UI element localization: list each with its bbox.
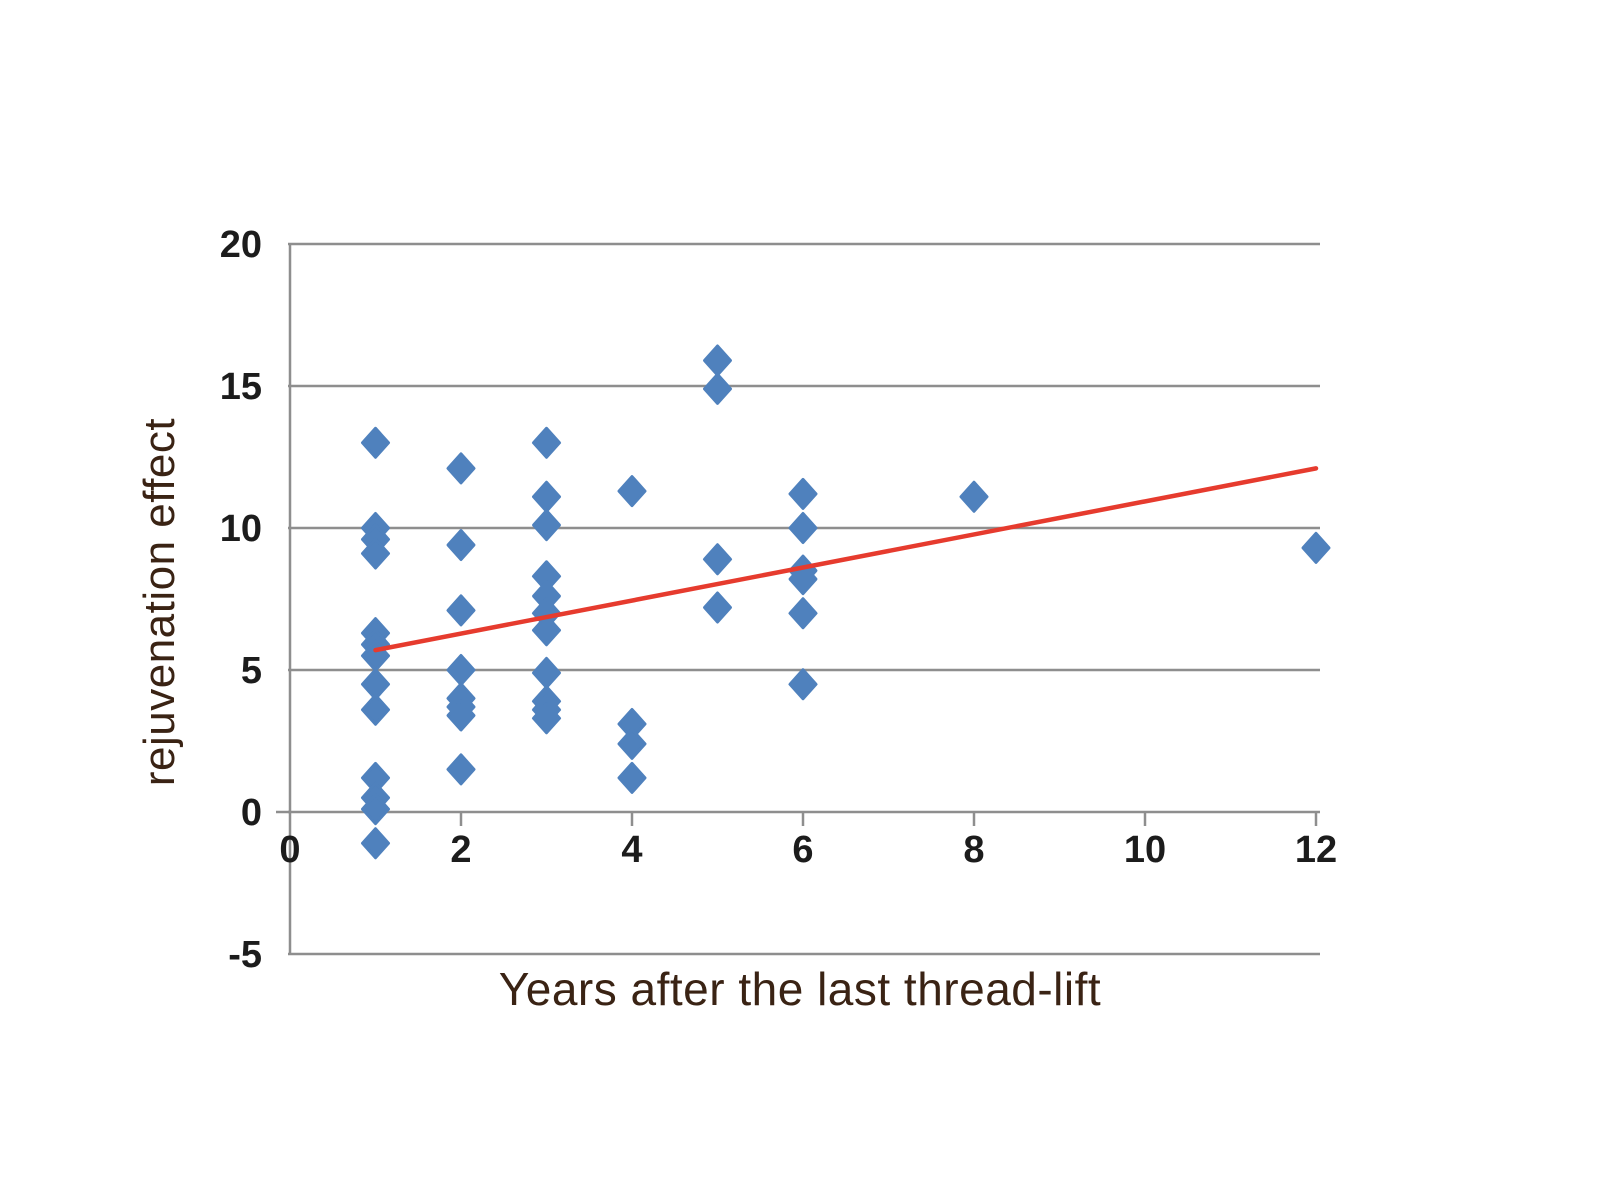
data-point-diamond [446,452,476,485]
x-tick-label: 6 [792,829,813,871]
data-point-diamond [532,509,561,542]
y-tick-label: 0 [241,792,262,834]
data-point-diamond [446,654,476,686]
y-axis-title: rejuvenation effect [135,417,184,787]
data-point-diamond [446,699,476,732]
data-point-diamond [788,512,818,544]
data-point-diamond [361,426,390,459]
data-point-diamond [703,344,732,377]
x-tick-label: 10 [1124,829,1166,871]
x-tick-label: 4 [621,829,642,871]
data-point-diamond [788,563,818,596]
data-point-diamond [532,426,561,459]
data-point-diamond [361,693,390,726]
x-tick-label: 2 [450,829,471,871]
x-tick-label: 0 [279,829,300,871]
data-point-diamond [617,727,647,760]
data-point-diamond [532,656,561,689]
data-point-diamond [788,477,818,510]
data-point-diamond [617,475,647,508]
data-point-diamond [959,480,989,513]
y-tick-label: 15 [220,366,262,408]
data-point-diamond [532,702,561,735]
data-point-diamond [446,529,476,562]
data-point-diamond [532,614,561,647]
y-tick-label: 10 [220,508,262,550]
data-point-diamond [703,591,732,624]
data-point-diamond [446,594,476,627]
data-point-diamond [532,480,561,513]
data-point-diamond [1301,531,1331,564]
x-tick-label: 12 [1295,829,1337,871]
data-point-diamond [703,372,732,405]
data-point-diamond [703,543,732,576]
x-axis-title: Years after the last thread-lift [498,963,1102,1015]
trend-line [373,466,1319,653]
x-tick-label: 8 [963,829,984,871]
data-point-diamond [788,597,818,630]
data-point-diamond [617,761,647,794]
y-tick-label: -5 [228,934,262,976]
data-point-diamond [361,827,390,860]
data-point-diamond [361,537,390,570]
y-tick-label: 20 [220,224,262,266]
data-point-diamond [361,793,390,826]
y-tick-label: 5 [241,650,262,692]
data-point-diamond [788,668,818,701]
data-point-diamond [446,753,476,786]
